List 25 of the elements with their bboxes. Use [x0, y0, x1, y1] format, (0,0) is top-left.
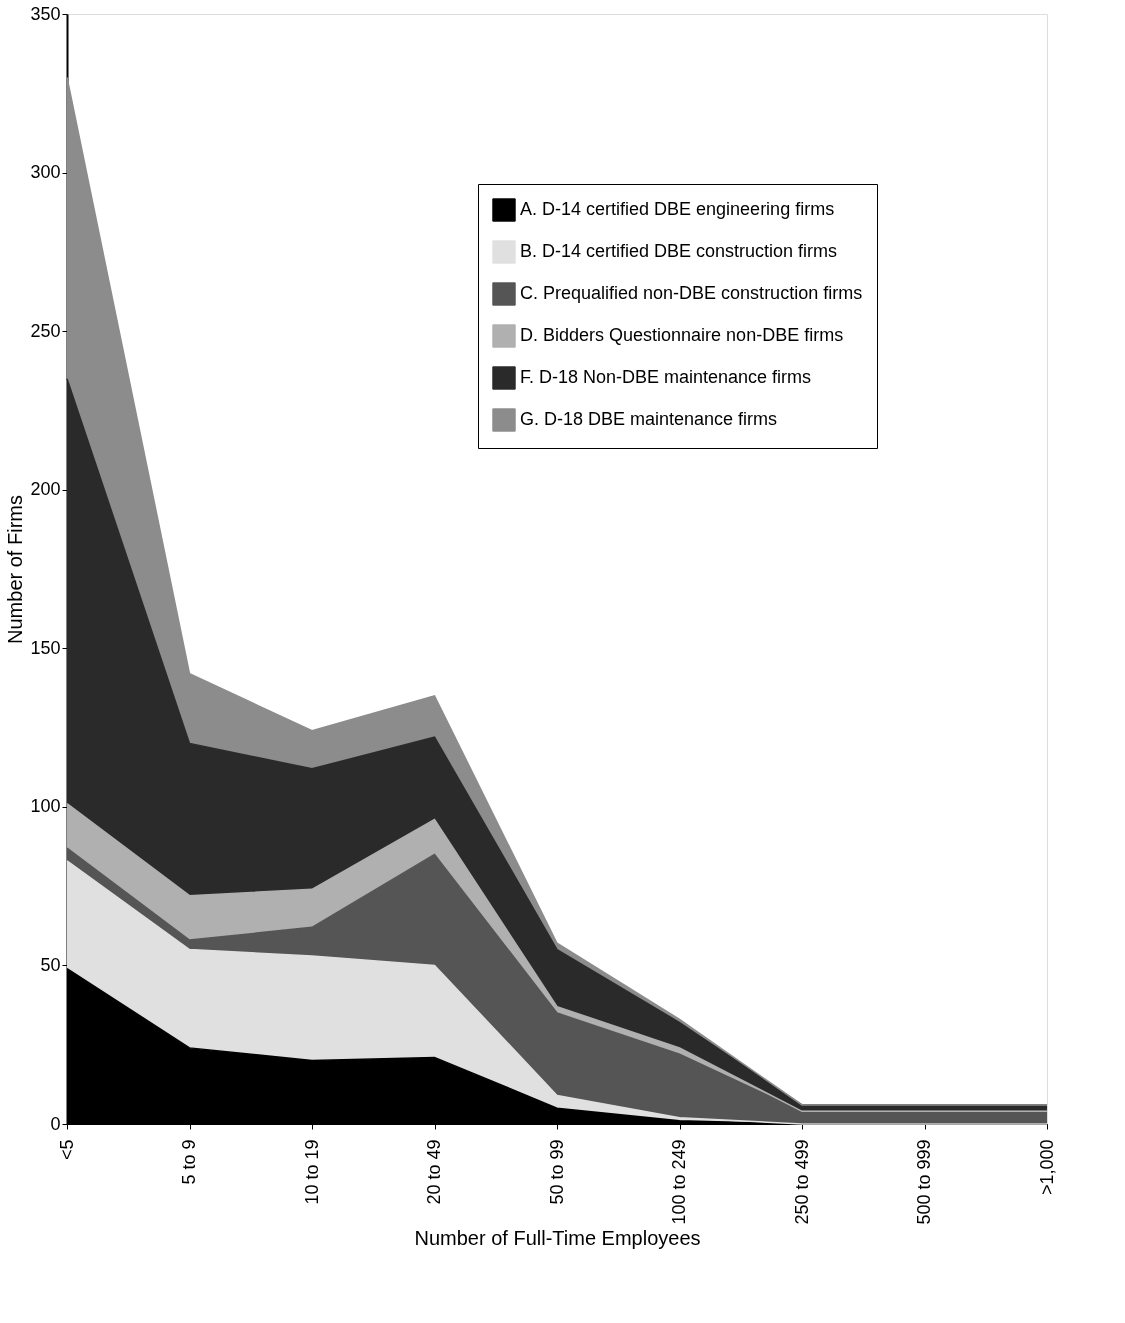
y-tick-label: 250 — [30, 320, 61, 341]
legend-label: A. D-14 certified DBE engineering firms — [520, 199, 835, 219]
legend-label: D. Bidders Questionnaire non-DBE firms — [520, 325, 844, 345]
x-tick-label: 100 to 249 — [669, 1139, 689, 1225]
x-tick-label: 250 to 499 — [791, 1139, 812, 1225]
y-axis-title: Number of Firms — [4, 495, 27, 644]
y-tick-label: 200 — [30, 479, 61, 500]
y-tick-label: 300 — [30, 162, 61, 183]
x-tick-label: 500 to 999 — [914, 1139, 934, 1225]
legend-label: F. D-18 Non-DBE maintenance firms — [520, 367, 812, 387]
y-tick-label: 150 — [30, 637, 61, 658]
legend-label: G. D-18 DBE maintenance firms — [520, 409, 778, 429]
x-tick-label: <5 — [56, 1139, 77, 1161]
x-tick-label: 20 to 49 — [424, 1139, 444, 1205]
y-tick-label: 350 — [30, 3, 61, 24]
legend-label: B. D-14 certified DBE construction firms — [520, 241, 838, 261]
x-axis-title: Number of Full-Time Employees — [414, 1226, 701, 1249]
x-tick-label: >1,000 — [1036, 1139, 1057, 1196]
y-tick-label: 50 — [40, 954, 61, 975]
y-tick-label: 0 — [50, 1113, 61, 1134]
y-tick-label: 100 — [30, 796, 61, 817]
x-tick-label: 50 to 99 — [546, 1139, 567, 1205]
x-tick-label: 10 to 19 — [301, 1139, 322, 1205]
legend-label: C. Prequalified non-DBE construction firms — [520, 283, 863, 303]
x-tick-label: 5 to 9 — [179, 1139, 199, 1185]
